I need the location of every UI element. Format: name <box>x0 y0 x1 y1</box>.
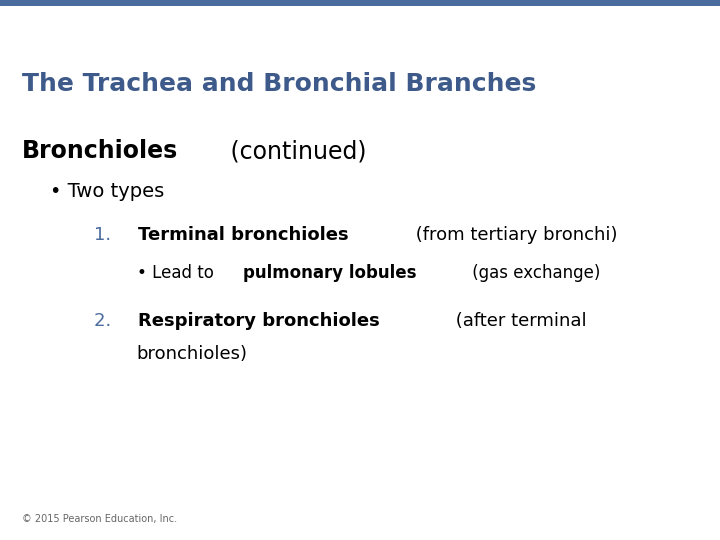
Text: Bronchioles: Bronchioles <box>22 139 178 163</box>
Text: 2.: 2. <box>94 312 128 330</box>
Text: © 2015 Pearson Education, Inc.: © 2015 Pearson Education, Inc. <box>22 514 176 524</box>
Text: pulmonary lobules: pulmonary lobules <box>243 264 416 282</box>
Text: Terminal bronchioles: Terminal bronchioles <box>138 226 348 244</box>
Text: • Lead to: • Lead to <box>137 264 219 282</box>
Text: • Two types: • Two types <box>50 182 165 201</box>
Text: (continued): (continued) <box>223 139 366 163</box>
Bar <box>0 0 720 6</box>
Text: (after terminal: (after terminal <box>450 312 587 330</box>
Text: The Trachea and Bronchial Branches: The Trachea and Bronchial Branches <box>22 72 536 96</box>
Text: (from tertiary bronchi): (from tertiary bronchi) <box>410 226 617 244</box>
Text: (gas exchange): (gas exchange) <box>467 264 600 282</box>
Text: bronchioles): bronchioles) <box>137 345 248 363</box>
Text: Respiratory bronchioles: Respiratory bronchioles <box>138 312 380 330</box>
Text: 1.: 1. <box>94 226 128 244</box>
